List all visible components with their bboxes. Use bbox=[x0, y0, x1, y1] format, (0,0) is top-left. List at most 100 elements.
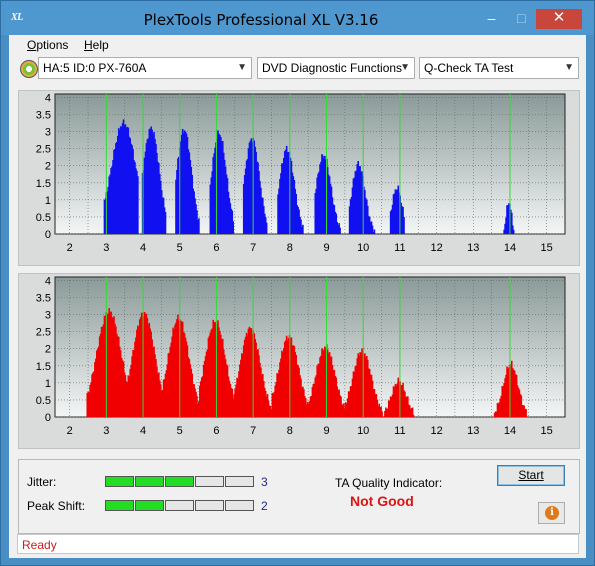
histogram-bar bbox=[237, 379, 239, 417]
histogram-bar bbox=[87, 391, 90, 417]
x-tick-label: 5 bbox=[177, 242, 183, 254]
histogram-bar bbox=[161, 197, 164, 234]
histogram-bar bbox=[104, 315, 107, 417]
minimize-button[interactable]: – bbox=[487, 10, 496, 26]
histogram-bar bbox=[386, 408, 389, 417]
drive-select[interactable]: HA:5 ID:0 PX-760A ▼ bbox=[38, 57, 252, 79]
histogram-bar bbox=[196, 210, 198, 234]
histogram-bar bbox=[126, 382, 129, 417]
histogram-bar bbox=[352, 371, 355, 417]
histogram-bar bbox=[360, 171, 362, 234]
histogram-bar bbox=[272, 393, 275, 417]
histogram-bar bbox=[391, 394, 394, 417]
title-bar[interactable]: XL PlexTools Professional XL V3.16 – □ ✕ bbox=[1, 1, 594, 35]
histogram-bar bbox=[129, 138, 132, 234]
close-button[interactable]: ✕ bbox=[536, 9, 582, 29]
histogram-bar bbox=[130, 143, 132, 234]
histogram-bar bbox=[180, 134, 183, 234]
histogram-bar bbox=[327, 174, 330, 234]
histogram-bar bbox=[245, 160, 248, 234]
histogram-bar bbox=[140, 312, 143, 417]
histogram-bar bbox=[98, 336, 101, 417]
y-tick-label: 2.5 bbox=[36, 144, 51, 156]
histogram-bar bbox=[175, 322, 177, 417]
start-button-label: Start bbox=[518, 468, 544, 482]
drive-select-value: HA:5 ID:0 PX-760A bbox=[43, 61, 147, 75]
histogram-bar bbox=[282, 163, 284, 234]
histogram-bar bbox=[397, 185, 400, 234]
histogram-bar bbox=[525, 409, 527, 417]
histogram-bar bbox=[214, 322, 216, 417]
histogram-bar bbox=[89, 384, 91, 417]
histogram-bar bbox=[319, 164, 321, 234]
histogram-bar bbox=[500, 395, 503, 417]
histogram-bar bbox=[499, 398, 502, 417]
histogram-bar bbox=[262, 380, 265, 417]
histogram-bar bbox=[162, 379, 165, 417]
function-select[interactable]: DVD Diagnostic Functions ▼ bbox=[257, 57, 415, 79]
histogram-bar bbox=[183, 130, 186, 234]
histogram-bar bbox=[350, 386, 353, 417]
histogram-bar bbox=[146, 139, 149, 234]
histogram-bar bbox=[523, 405, 525, 417]
histogram-bar bbox=[159, 180, 162, 234]
histogram-bar bbox=[232, 398, 235, 417]
histogram-bar bbox=[369, 374, 372, 417]
histogram-bar bbox=[148, 129, 151, 234]
histogram-bar bbox=[401, 206, 403, 234]
info-button[interactable]: i bbox=[538, 502, 565, 524]
histogram-bar bbox=[263, 387, 266, 417]
histogram-bar bbox=[167, 353, 170, 417]
histogram-bar bbox=[113, 316, 115, 417]
histogram-bar bbox=[522, 405, 525, 417]
histogram-bar bbox=[512, 229, 515, 234]
histogram-bar bbox=[188, 152, 191, 234]
histogram-bar bbox=[125, 381, 128, 417]
histogram-bar bbox=[117, 336, 120, 417]
histogram-bar bbox=[497, 403, 500, 417]
histogram-bar bbox=[129, 368, 132, 417]
histogram-bar bbox=[126, 126, 129, 234]
histogram-bar bbox=[210, 177, 213, 234]
histogram-bar bbox=[92, 372, 94, 417]
histogram-bar bbox=[187, 149, 190, 234]
histogram-bar bbox=[262, 206, 265, 234]
histogram-bar bbox=[280, 173, 282, 234]
histogram-bar bbox=[503, 229, 505, 234]
histogram-bar bbox=[201, 376, 204, 417]
histogram-bar bbox=[315, 188, 318, 234]
histogram-bar bbox=[221, 338, 224, 417]
histogram-bar bbox=[146, 317, 149, 417]
histogram-bar bbox=[248, 326, 251, 417]
histogram-bar bbox=[394, 189, 397, 234]
y-tick-label: 2.5 bbox=[36, 327, 51, 339]
histogram-bar bbox=[395, 190, 398, 234]
meter-cell bbox=[195, 500, 224, 511]
histogram-bar bbox=[149, 128, 152, 234]
histogram-bar bbox=[281, 350, 283, 417]
histogram-bar bbox=[139, 317, 142, 417]
histogram-bar bbox=[212, 319, 215, 417]
histogram-bar bbox=[250, 138, 253, 234]
menu-options[interactable]: Options bbox=[27, 38, 68, 52]
maximize-button[interactable]: □ bbox=[517, 10, 526, 26]
menu-help[interactable]: Help bbox=[84, 38, 109, 52]
histogram-bar bbox=[121, 360, 124, 417]
histogram-bar bbox=[200, 377, 203, 417]
test-select[interactable]: Q-Check TA Test ▼ bbox=[419, 57, 579, 79]
histogram-bar bbox=[143, 157, 146, 234]
histogram-bar bbox=[255, 151, 257, 234]
histogram-bar bbox=[364, 190, 366, 234]
histogram-bar bbox=[242, 345, 245, 417]
histogram-bar bbox=[116, 141, 118, 234]
histogram-bar bbox=[315, 375, 318, 417]
histogram-bar bbox=[344, 408, 346, 417]
histogram-bar bbox=[165, 370, 168, 417]
land-histogram-panel: 4 3.5 3 2.5 2 1.5 1 0.5 0 2 3 4 5 6 7 8 9 10 11 12 13 14 15 bbox=[18, 90, 580, 266]
histogram-bar bbox=[220, 334, 222, 417]
histogram-bar bbox=[249, 140, 252, 234]
histogram-bar bbox=[279, 178, 281, 234]
histogram-bar bbox=[99, 333, 102, 417]
start-button[interactable]: Start bbox=[497, 465, 565, 486]
menu-help-rest: elp bbox=[92, 38, 109, 52]
